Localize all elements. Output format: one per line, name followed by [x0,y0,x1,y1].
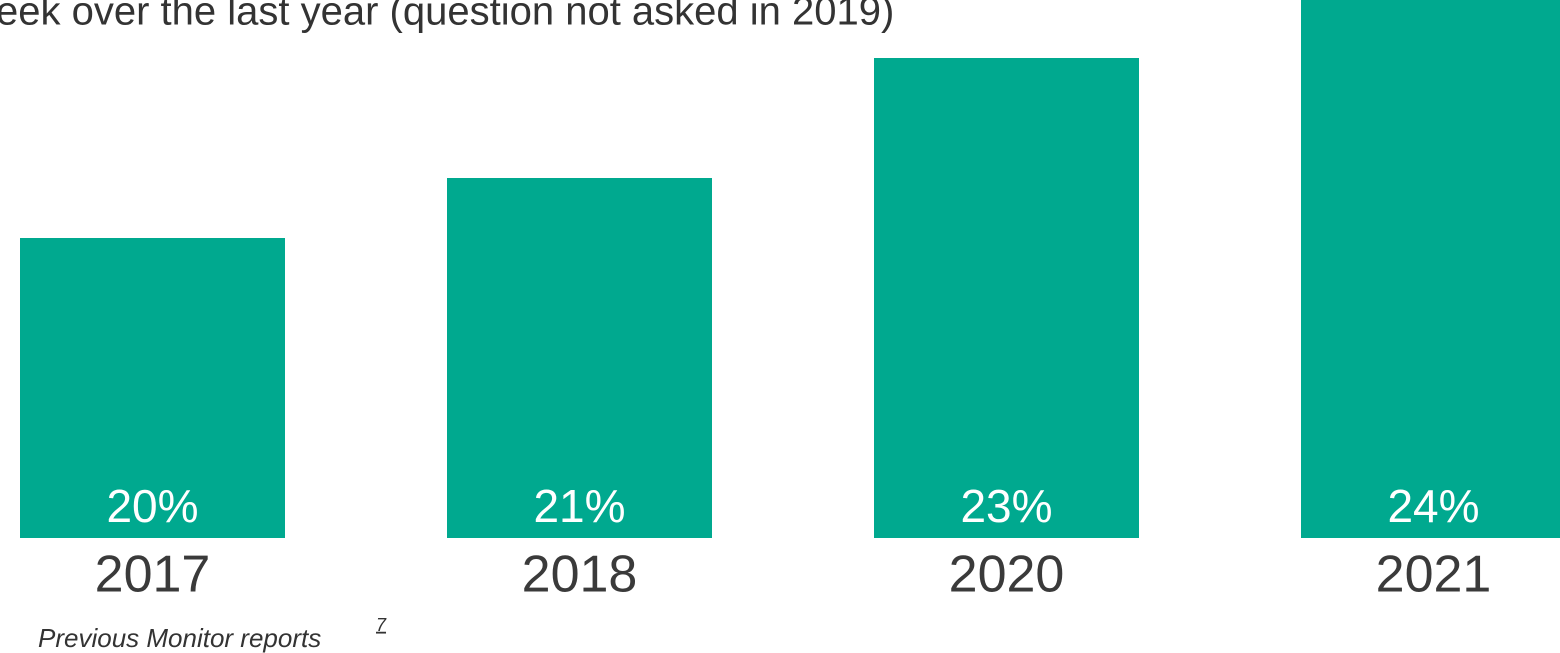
x-tick-label: 2017 [95,546,211,604]
x-tick-label: 2021 [1376,546,1492,604]
value-label: 24% [1387,480,1479,532]
chart-title: eek over the last year (question not ask… [0,0,894,34]
bar [20,238,285,538]
value-label: 21% [533,480,625,532]
bar [874,58,1139,538]
source-note: Previous Monitor reports [38,623,321,653]
footnote-link[interactable]: 7 [376,615,387,635]
bar [1301,0,1560,538]
x-tick-label: 2018 [522,546,638,604]
value-label: 20% [106,480,198,532]
bar [447,178,712,538]
x-tick-label: 2020 [949,546,1065,604]
value-label: 23% [960,480,1052,532]
